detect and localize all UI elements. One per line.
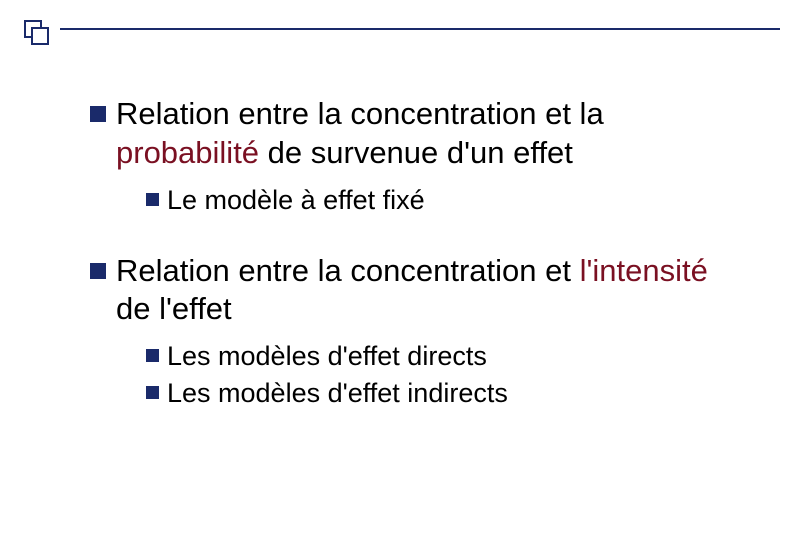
sublist: Les modèles d'effet directs Les modèles … <box>146 339 750 411</box>
square-bullet-icon <box>146 193 159 206</box>
text-post: de l'effet <box>116 291 232 326</box>
list-item-text: Les modèles d'effet directs <box>167 339 750 374</box>
square-bullet-icon <box>90 263 106 279</box>
text-pre: Relation entre la concentration et la <box>116 96 604 131</box>
list-item: Relation entre la concentration et la pr… <box>90 95 750 173</box>
content-area: Relation entre la concentration et la pr… <box>90 95 750 445</box>
list-item: Les modèles d'effet directs <box>146 339 750 374</box>
list-item: Les modèles d'effet indirects <box>146 376 750 411</box>
text-emphasis: probabilité <box>116 135 259 170</box>
square-bullet-icon <box>90 106 106 122</box>
square-bullet-icon <box>146 386 159 399</box>
square-bullet-icon <box>146 349 159 362</box>
corner-square-icon <box>31 27 49 45</box>
list-item: Le modèle à effet fixé <box>146 183 750 218</box>
list-item-text: Le modèle à effet fixé <box>167 183 750 218</box>
text-emphasis: l'intensité <box>580 253 708 288</box>
text-post: de survenue d'un effet <box>259 135 573 170</box>
top-rule <box>60 28 780 30</box>
text-pre: Relation entre la concentration et <box>116 253 580 288</box>
sublist: Le modèle à effet fixé <box>146 183 750 218</box>
list-item: Relation entre la concentration et l'int… <box>90 252 750 330</box>
list-item-text: Relation entre la concentration et la pr… <box>116 95 750 173</box>
slide: Relation entre la concentration et la pr… <box>0 0 810 540</box>
list-item-text: Les modèles d'effet indirects <box>167 376 750 411</box>
list-item-text: Relation entre la concentration et l'int… <box>116 252 750 330</box>
